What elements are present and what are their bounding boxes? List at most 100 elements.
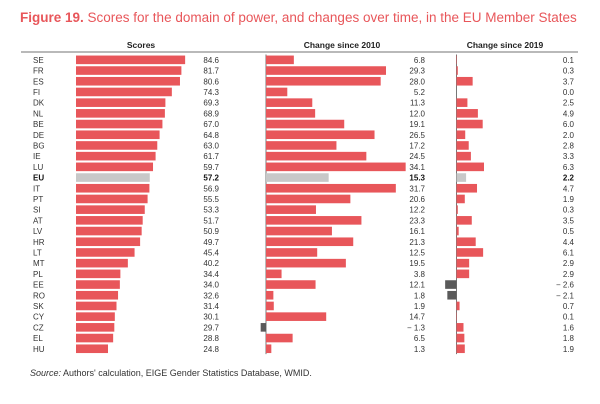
country-label: IT [33, 184, 40, 193]
bar-2-be [266, 119, 345, 129]
value-label-3: 4.9 [563, 109, 575, 118]
bar-2-dk [266, 98, 313, 107]
value-label-1: 68.9 [203, 109, 219, 118]
value-label-1: 30.1 [203, 313, 219, 322]
bar-3-it [456, 183, 478, 193]
value-label-2: 19.1 [409, 120, 425, 129]
bar-3-eu [456, 173, 467, 182]
value-label-3: 3.5 [563, 216, 575, 225]
value-label-1: 34.4 [203, 270, 219, 279]
bar-2-eu [266, 173, 329, 182]
value-label-3: 1.8 [563, 334, 575, 343]
bar-2-hr [266, 237, 354, 247]
figure-number: Figure 19. [20, 10, 84, 25]
value-label-3: 0.7 [563, 302, 575, 311]
bar-2-bg [266, 141, 337, 150]
bar-1-se [76, 55, 186, 65]
bar-2-it [266, 183, 396, 193]
value-label-3: 0.0 [563, 88, 575, 97]
value-label-2: 11.3 [410, 99, 426, 108]
value-label-1: 32.6 [203, 291, 219, 300]
country-label: EU [33, 174, 44, 183]
bar-2-fi [266, 87, 288, 97]
panel-header-2: Change since 2010 [304, 40, 381, 50]
title-text: Scores for the domain of power, and chan… [83, 10, 577, 25]
bar-3-de [456, 130, 466, 140]
country-label: FR [33, 67, 44, 76]
value-label-2: 16.1 [409, 227, 425, 236]
value-label-2: − 1.3 [407, 323, 426, 332]
bar-1-si [76, 205, 145, 214]
bar-1-cz [76, 323, 115, 332]
value-label-3: 6.1 [563, 248, 575, 257]
source-text: Authors' calculation, EIGE Gender Statis… [61, 368, 312, 378]
value-label-3: 2.8 [563, 141, 575, 150]
bar-3-nl [456, 109, 478, 118]
value-label-3: 4.4 [563, 238, 575, 247]
value-label-1: 34.0 [203, 281, 219, 290]
value-label-1: 51.7 [203, 216, 219, 225]
bar-3-ie [456, 151, 471, 161]
value-label-1: 56.9 [203, 184, 219, 193]
country-label: BG [33, 141, 45, 150]
bar-3-be [456, 119, 483, 129]
bar-2-es [266, 76, 381, 86]
value-label-3: 2.0 [563, 131, 575, 140]
bar-1-mt [76, 258, 128, 268]
source-label: Source: [30, 368, 62, 378]
value-label-2: 20.6 [409, 195, 425, 204]
value-label-2: 12.1 [409, 281, 425, 290]
bar-1-eu [76, 173, 150, 182]
value-label-3: 6.3 [563, 163, 575, 172]
value-label-2: 1.3 [414, 345, 426, 354]
value-label-1: 45.4 [203, 248, 219, 257]
bar-2-mt [266, 258, 346, 268]
bar-3-dk [456, 98, 468, 107]
value-label-3: 3.7 [563, 77, 575, 86]
country-label: RO [33, 291, 45, 300]
bar-3-mt [456, 258, 470, 268]
bar-1-lv [76, 226, 142, 236]
value-label-2: 31.7 [409, 184, 425, 193]
bar-3-at [456, 216, 472, 225]
country-label: ES [33, 77, 44, 86]
bar-1-fi [76, 87, 172, 97]
bar-3-lu [456, 162, 484, 172]
bar-2-at [266, 216, 362, 225]
bar-2-cz [260, 323, 266, 332]
bar-3-hr [456, 237, 476, 247]
bar-3-cz [456, 323, 464, 332]
country-label: HR [33, 238, 45, 247]
bar-1-dk [76, 98, 166, 107]
bar-3-hu [456, 344, 465, 354]
value-label-2: 12.2 [409, 206, 425, 215]
value-label-1: 28.8 [203, 334, 219, 343]
country-label: LT [33, 248, 42, 257]
bar-1-be [76, 119, 163, 129]
value-label-3: 0.1 [563, 56, 575, 65]
bar-2-ie [266, 151, 367, 161]
bar-3-si [456, 205, 458, 214]
bar-1-ro [76, 290, 119, 300]
value-label-1: 61.7 [203, 152, 219, 161]
bar-1-lt [76, 248, 135, 257]
bar-3-pt [456, 194, 465, 204]
value-label-3: 6.0 [563, 120, 575, 129]
panel-header-1: Scores [127, 40, 156, 50]
bar-1-sk [76, 301, 117, 311]
bar-3-el [456, 333, 465, 343]
value-label-2: 21.3 [409, 238, 425, 247]
value-label-2: 6.8 [414, 56, 426, 65]
country-label: CZ [33, 323, 44, 332]
value-label-1: 31.4 [203, 302, 219, 311]
bar-3-bg [456, 141, 469, 150]
bar-1-at [76, 216, 143, 225]
bar-1-bg [76, 141, 158, 150]
value-label-3: 2.2 [563, 174, 575, 183]
bar-2-pl [266, 269, 282, 279]
value-label-2: 3.8 [414, 270, 426, 279]
bar-1-es [76, 76, 180, 86]
country-label: CY [33, 313, 45, 322]
country-label: BE [33, 120, 44, 129]
value-label-1: 50.9 [203, 227, 219, 236]
